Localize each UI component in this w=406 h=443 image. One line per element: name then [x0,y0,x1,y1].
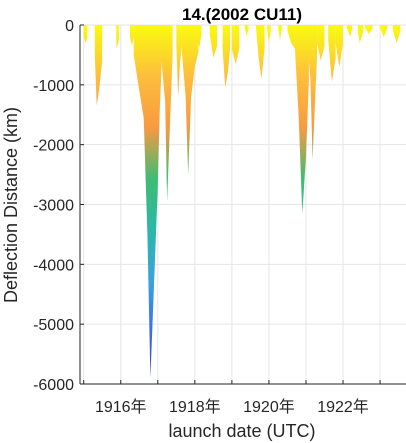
deflection-spike [335,25,343,67]
y-axis-label: Deflection Distance (km) [1,107,21,303]
chart-title: 14.(2002 CU11) [182,5,302,24]
deflection-spike [328,25,336,82]
deflection-spike [357,25,364,43]
x-tick-label: 1916年 [95,398,147,416]
deflection-spike [231,25,240,64]
y-tick-label: -6000 [33,377,74,394]
plot-area [83,25,401,378]
deflection-spike [196,25,202,48]
y-tick-label: -3000 [33,198,74,215]
deflection-spike [307,25,318,160]
deflection-spike [317,25,325,61]
x-tick-label: 1920年 [243,398,295,416]
deflection-spike [130,25,134,46]
deflection-spike [256,25,265,79]
deflection-spike [287,25,295,49]
deflection-spike [83,25,88,43]
x-tick-label: 1918年 [169,398,221,416]
deflection-spike [393,25,401,43]
x-tick-label: 1922年 [317,398,369,416]
deflection-spike [244,25,249,37]
deflection-spike [181,25,199,175]
x-axis-label: launch date (UTC) [168,421,315,441]
deflection-spike [222,25,230,88]
y-tick-label: -2000 [33,138,74,155]
y-tick-label: -1000 [33,78,74,95]
tick-labels: 0 -1000 -2000 -3000 -4000 -5000 -6000 1916年 1918… [33,18,369,416]
y-tick-label: -4000 [33,257,74,274]
deflection-spike [294,25,309,214]
grid-lines [80,24,406,385]
y-tick-label: 0 [65,18,74,35]
deflection-spike [176,25,182,97]
y-tick-label: -5000 [33,317,74,334]
deflection-spike [161,25,173,202]
deflection-spike [365,25,373,34]
axes [79,24,406,385]
deflection-spike [116,25,119,49]
deflection-spike [267,25,271,43]
deflection-spike [94,25,103,106]
deflection-spike [209,25,218,58]
deflection-spike [133,25,162,378]
deflection-spike [278,25,282,40]
deflection-spike [346,25,353,37]
deflection-spike [380,25,388,37]
